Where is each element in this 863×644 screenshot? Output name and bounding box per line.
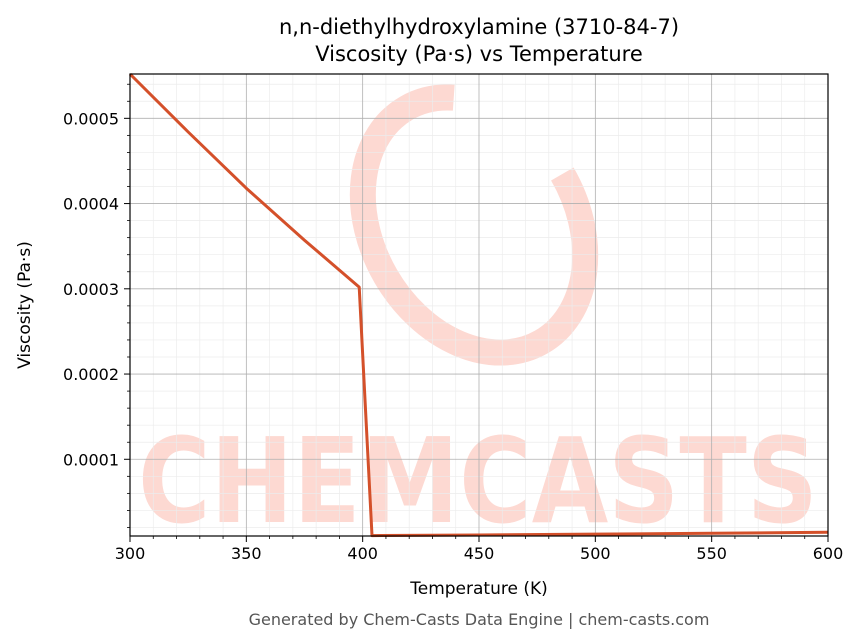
y-tick-label: 0.0004 [63, 195, 119, 214]
watermark-ring [349, 84, 599, 366]
y-tick-label: 0.0001 [63, 450, 119, 469]
x-tick-label: 500 [580, 544, 611, 563]
footer-credit: Generated by Chem-Casts Data Engine | ch… [249, 610, 710, 629]
watermark: CHEMCASTS [138, 84, 818, 550]
x-axis-label: Temperature (K) [409, 579, 548, 599]
x-tick-label: 600 [813, 544, 844, 563]
chart-subtitle: Viscosity (Pa·s) vs Temperature [315, 42, 643, 66]
x-tick-label: 550 [696, 544, 727, 563]
x-tick-label: 400 [347, 544, 378, 563]
y-tick-label: 0.0005 [63, 109, 119, 128]
y-tick-label: 0.0002 [63, 365, 119, 384]
x-tick-label: 450 [464, 544, 495, 563]
series-layer [128, 72, 829, 538]
x-tick-label: 350 [231, 544, 262, 563]
y-tick-label: 0.0003 [63, 280, 119, 299]
watermark-text: CHEMCASTS [138, 412, 818, 550]
ticks: 300 350 400 450 500 550 600 0.0001 0.0002 0.0003 0… [63, 83, 844, 563]
viscosity-line [128, 72, 829, 538]
chart-title: n,n-diethylhydroxylamine (3710-84-7) [279, 15, 679, 39]
y-axis-label: Viscosity (Pa·s) [15, 241, 35, 369]
x-tick-label: 300 [115, 544, 146, 563]
